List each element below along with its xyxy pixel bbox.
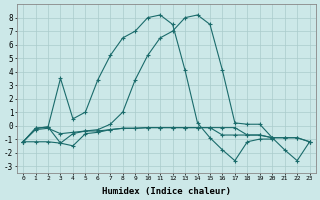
X-axis label: Humidex (Indice chaleur): Humidex (Indice chaleur) <box>102 187 231 196</box>
